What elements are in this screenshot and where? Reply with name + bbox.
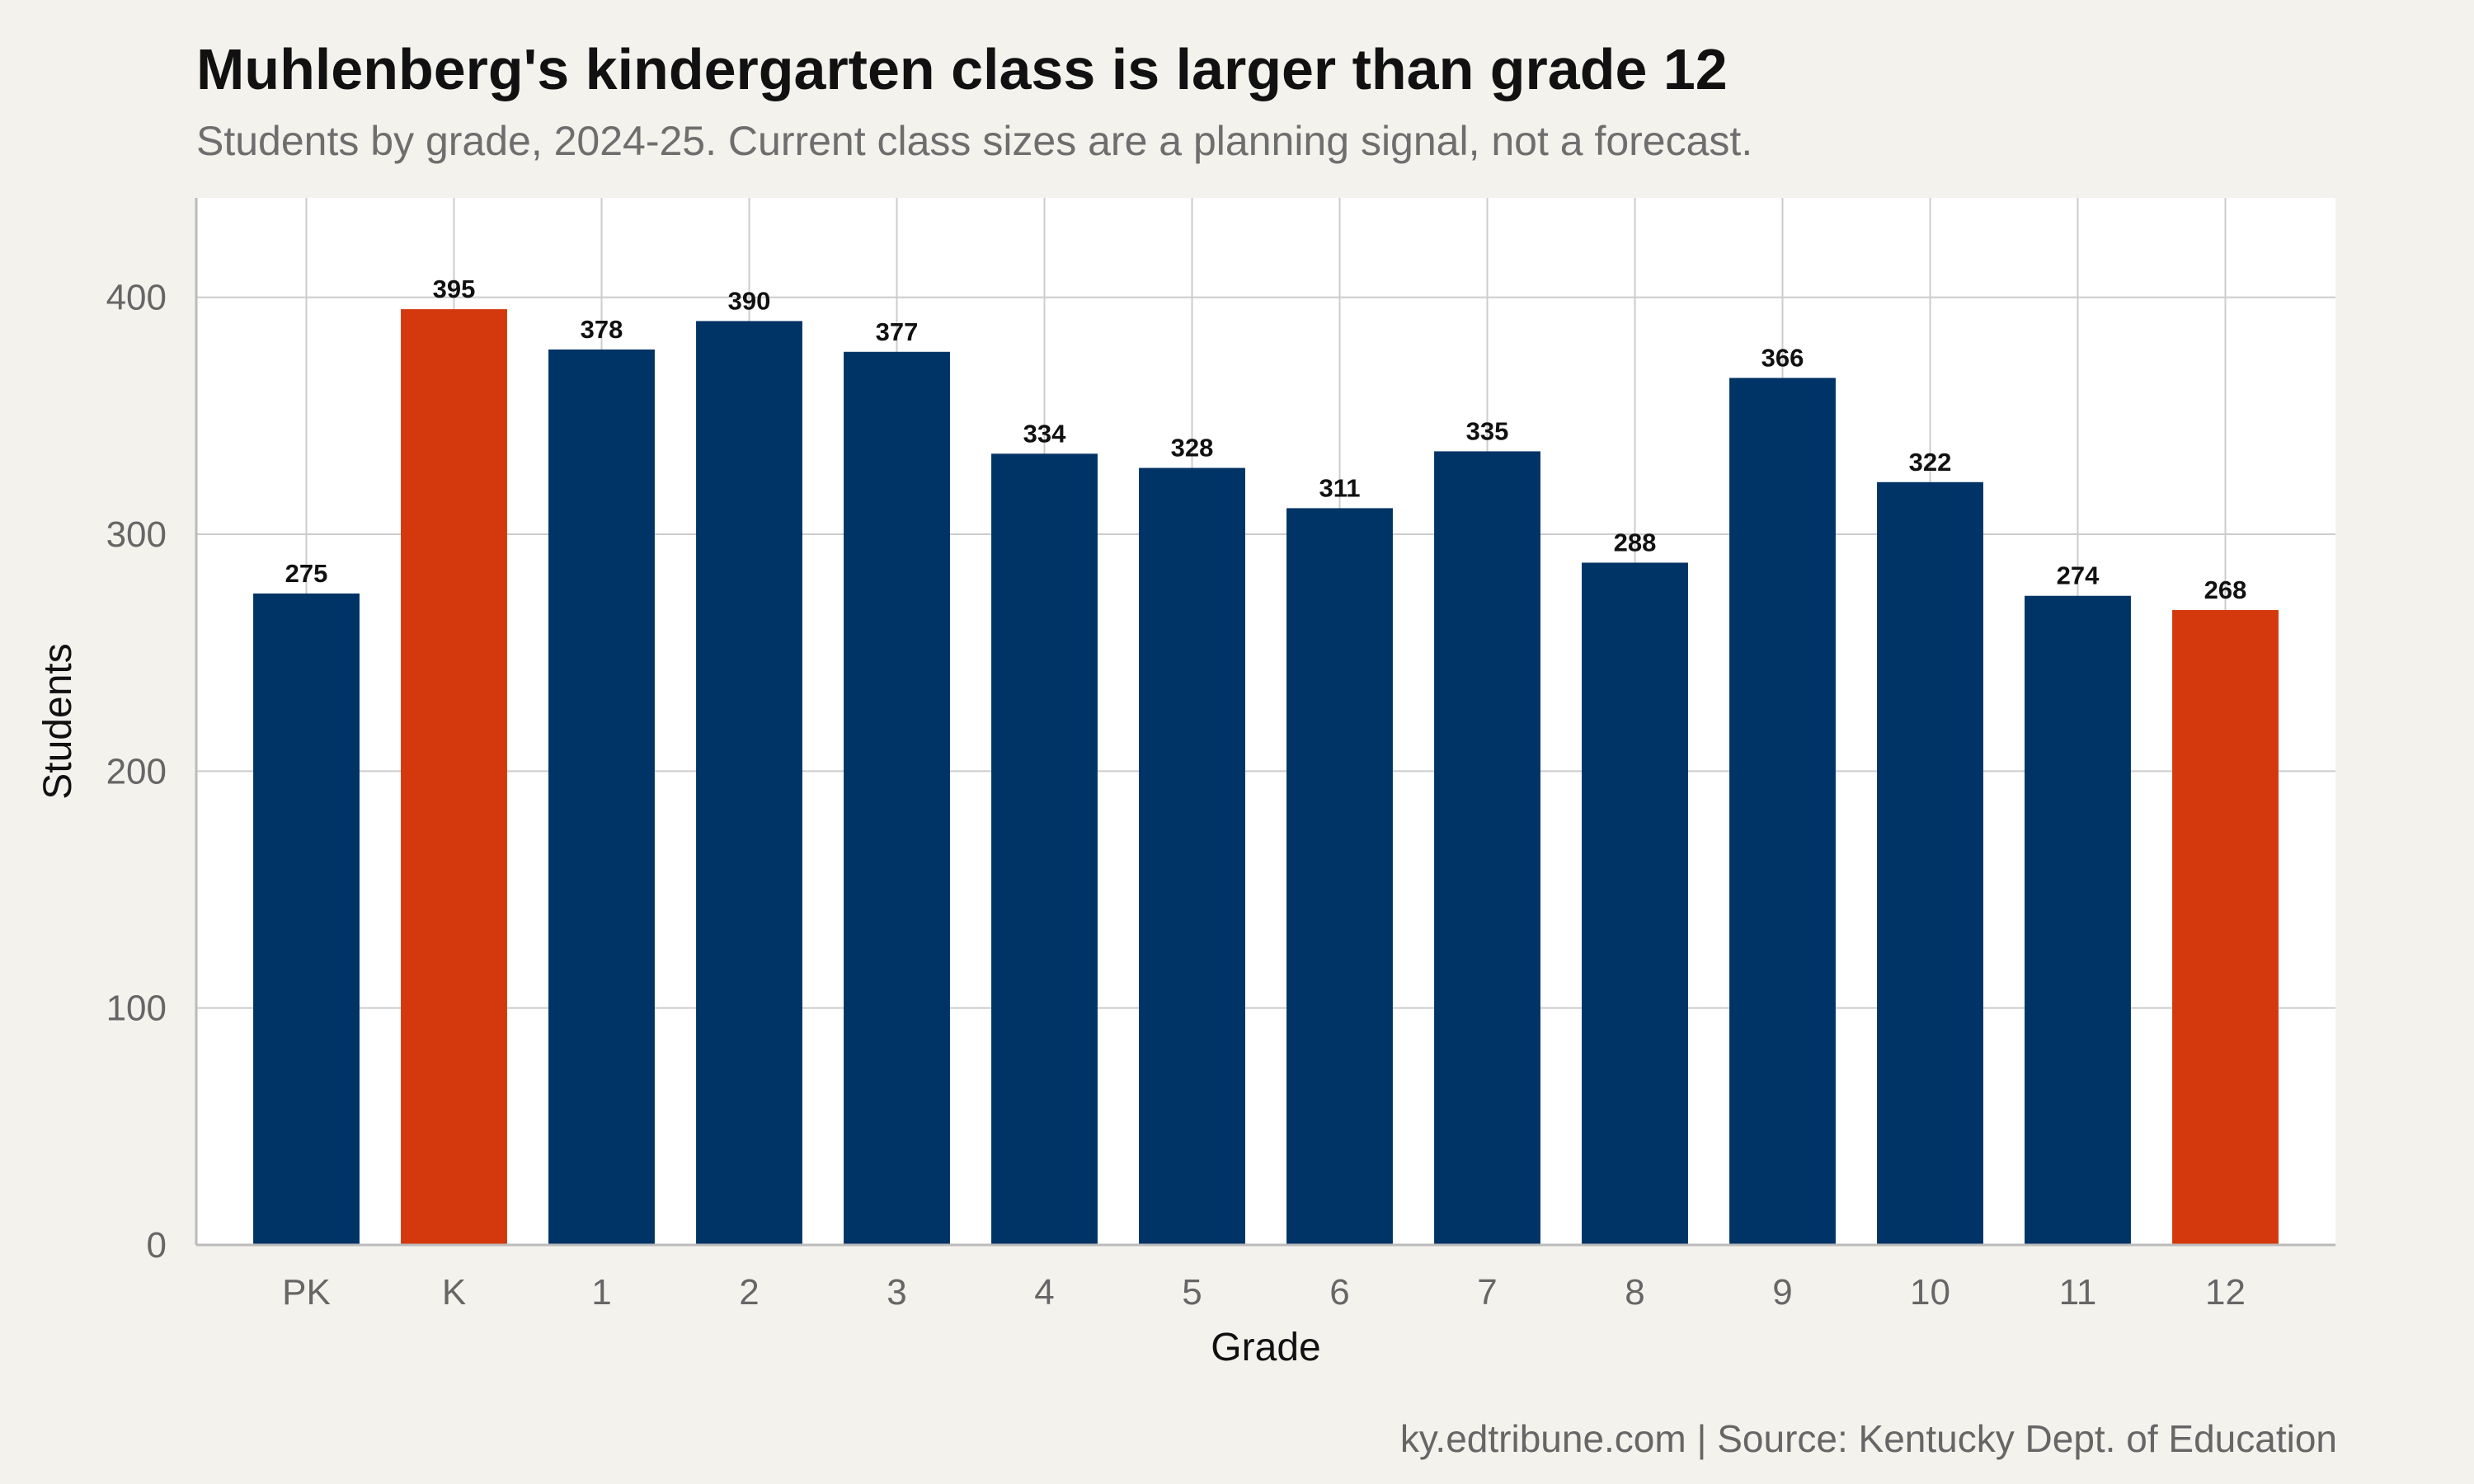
bar-11 <box>2025 595 2131 1245</box>
x-tick-label: 7 <box>1477 1272 1497 1313</box>
data-label: 288 <box>1614 528 1657 556</box>
data-label: 378 <box>581 315 623 344</box>
x-tick-label: 4 <box>1034 1272 1054 1313</box>
y-tick-label: 300 <box>106 514 167 555</box>
y-tick-label: 400 <box>106 278 167 318</box>
x-tick-label: 2 <box>739 1272 759 1313</box>
data-labels: 275 395 378 390 377 334 328 311 335 288 366 322 274 2… <box>285 275 2247 604</box>
x-axis-title: Grade <box>1211 1326 1320 1369</box>
x-tick-label: 12 <box>2205 1272 2246 1313</box>
x-tick-label: 11 <box>2059 1272 2097 1313</box>
plot-panel <box>196 198 2335 1245</box>
y-tick-label: 100 <box>106 989 167 1029</box>
x-tick-label: 10 <box>1910 1272 1950 1313</box>
bar-1 <box>548 349 655 1246</box>
y-axis-title: Students <box>36 643 80 799</box>
x-tick-label: 6 <box>1329 1272 1349 1313</box>
bar-6 <box>1286 508 1393 1245</box>
data-label: 322 <box>1909 448 1952 477</box>
bar-12 <box>2172 609 2279 1245</box>
bar-k <box>401 309 507 1245</box>
x-tick-label: 9 <box>1772 1272 1792 1313</box>
bar-2 <box>696 321 802 1246</box>
data-label: 366 <box>1761 343 1804 372</box>
data-label: 311 <box>1319 473 1360 502</box>
bar-3 <box>844 351 950 1246</box>
data-label: 328 <box>1171 434 1214 463</box>
bar-10 <box>1877 481 1983 1245</box>
data-label: 334 <box>1023 419 1066 448</box>
x-tick-label: 5 <box>1182 1272 1202 1313</box>
data-label: 275 <box>285 559 328 588</box>
y-tick-label: 0 <box>147 1225 167 1266</box>
y-tick-label: 200 <box>106 751 167 791</box>
data-label: 395 <box>433 275 476 303</box>
bar-9 <box>1729 378 1836 1245</box>
x-tick-label: 8 <box>1625 1272 1644 1313</box>
x-tick-label: 1 <box>591 1272 611 1313</box>
bar-8 <box>1582 562 1688 1245</box>
x-tick-label: K <box>442 1272 466 1313</box>
data-label: 268 <box>2204 575 2247 604</box>
data-label: 274 <box>2057 561 2100 590</box>
bars <box>253 309 2279 1246</box>
x-tick-label: 3 <box>887 1272 906 1313</box>
data-label: 390 <box>728 286 771 315</box>
bar-pk <box>253 593 360 1245</box>
data-label: 377 <box>876 317 919 346</box>
data-label: 335 <box>1466 416 1509 445</box>
bar-4 <box>991 453 1098 1245</box>
chart-title: Muhlenberg's kindergarten class is large… <box>196 37 1728 101</box>
bar-7 <box>1434 451 1540 1245</box>
x-tick-label: PK <box>282 1272 331 1313</box>
bar-5 <box>1139 467 1245 1245</box>
chart-subtitle: Students by grade, 2024-25. Current clas… <box>196 118 1753 164</box>
chart-caption: ky.edtribune.com | Source: Kentucky Dept… <box>1399 1417 2337 1460</box>
